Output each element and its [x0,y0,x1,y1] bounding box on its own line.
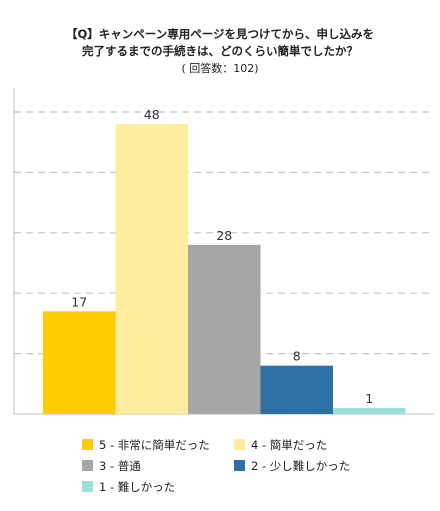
bar-value-label: 8 [293,349,301,364]
title-line-1: 【Q】キャンペーン専用ページを見つけてから、申し込みを [66,27,374,41]
legend: 5 - 非常に簡単だった 4 - 簡単だった 3 - 普通 2 - 少し難しかっ… [82,434,402,497]
bar [260,365,333,414]
legend-item-4: 4 - 簡単だった [234,437,386,453]
legend-item-2: 2 - 少し難しかった [234,458,386,474]
bar-value-label: 28 [216,228,232,243]
bar-value-label: 1 [365,391,373,406]
bar [115,124,188,414]
legend-label-1: 1 - 難しかった [99,479,176,494]
legend-label-2: 2 - 少し難しかった [251,458,351,473]
chart-title: 【Q】キャンペーン専用ページを見つけてから、申し込みを 完了するまでの手続きは、… [0,26,440,77]
legend-swatch-3 [82,460,93,471]
legend-item-1: 1 - 難しかった [82,479,234,495]
legend-label-5: 5 - 非常に簡単だった [99,437,210,452]
legend-item-5: 5 - 非常に簡単だった [82,437,234,453]
bar-value-label: 48 [144,107,160,122]
legend-swatch-5 [82,439,93,450]
legend-label-3: 3 - 普通 [99,458,141,473]
legend-swatch-1 [82,481,93,492]
title-line-2: 完了するまでの手続きは、どのくらい簡単でしたか？ [82,44,358,58]
bar [188,244,261,414]
bar [333,407,406,414]
legend-item-3: 3 - 普通 [82,458,234,474]
legend-swatch-2 [234,460,245,471]
legend-label-4: 4 - 簡単だった [251,437,328,452]
response-count: ( 回答数：102) [181,62,259,75]
bar-value-label: 17 [71,294,87,309]
bar [43,311,116,414]
bar-chart: 17 48 28 8 1 [13,88,434,415]
legend-swatch-4 [234,439,245,450]
